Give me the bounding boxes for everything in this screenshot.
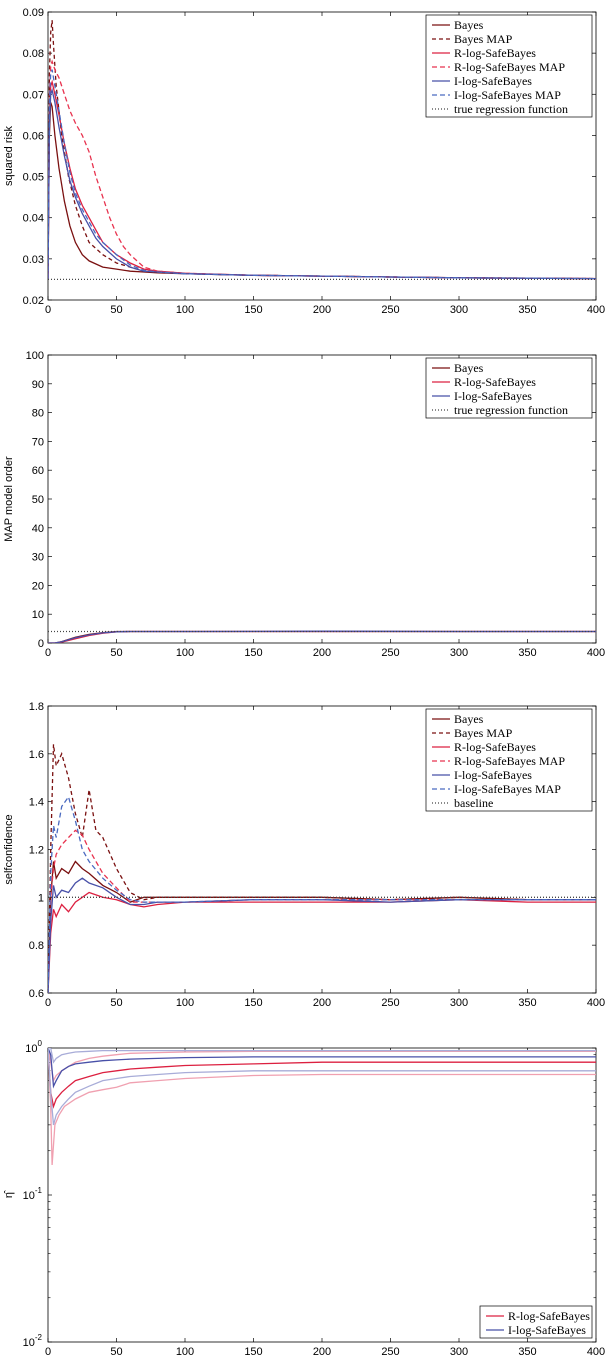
y-tick-label: 1 xyxy=(38,892,44,904)
y-tick-label: 1.6 xyxy=(29,749,44,761)
legend-label: I-log-SafeBayes xyxy=(454,389,532,403)
legend-label: Bayes xyxy=(454,361,484,375)
y-tick-label: 0.08 xyxy=(23,48,44,60)
x-tick-label: 250 xyxy=(381,304,399,316)
chart-panel-2: 0 50 100 150 200 250 300 350 400 0 10 20 30 40 50 60 70 8… xyxy=(3,350,605,659)
legend-label: R-log-SafeBayes xyxy=(454,46,536,60)
legend-label: true regression function xyxy=(454,403,568,417)
legend-label: I-log-SafeBayes xyxy=(454,74,532,88)
x-tick-label: 50 xyxy=(110,304,122,316)
y-tick-label: 100 xyxy=(26,350,44,362)
y-tick-label: 0.07 xyxy=(23,89,44,101)
x-tick-label: 50 xyxy=(110,1346,122,1356)
y-axis-label: η̂ xyxy=(3,1190,15,1198)
legend-label: Bayes MAP xyxy=(454,726,513,740)
y-tick-label: 0.06 xyxy=(23,130,44,142)
chart-panel-4: 0 50 100 150 200 250 300 350 400 10-2 10-1 100 η̂ R-l… xyxy=(3,1039,605,1356)
y-tick-label: 0.05 xyxy=(23,172,44,184)
x-tick-label: 0 xyxy=(45,304,51,316)
y-tick-label: 90 xyxy=(32,379,44,391)
x-tick-label: 0 xyxy=(45,997,51,1009)
legend-label: R-log-SafeBayes MAP xyxy=(454,60,565,74)
plot-area xyxy=(48,1048,596,1342)
legend-label: Bayes xyxy=(454,712,484,726)
x-tick-label: 250 xyxy=(381,997,399,1009)
x-tick-label: 100 xyxy=(176,304,194,316)
legend-label: Bayes xyxy=(454,18,484,32)
x-tick-label: 400 xyxy=(587,304,605,316)
x-tick-label: 350 xyxy=(518,647,536,659)
x-tick-label: 300 xyxy=(450,304,468,316)
x-tick-label: 300 xyxy=(450,1346,468,1356)
y-tick-label: 1.4 xyxy=(29,797,44,809)
y-tick-label: 20 xyxy=(32,580,44,592)
legend-label: baseline xyxy=(454,796,493,810)
legend-label: I-log-SafeBayes xyxy=(454,768,532,782)
y-tick-label: 0.8 xyxy=(29,940,44,952)
x-tick-label: 150 xyxy=(244,1346,262,1356)
y-tick-label: 40 xyxy=(32,523,44,535)
x-tick-label: 300 xyxy=(450,997,468,1009)
x-tick-label: 300 xyxy=(450,647,468,659)
legend-label: I-log-SafeBayes MAP xyxy=(454,88,561,102)
x-tick-label: 0 xyxy=(45,1346,51,1356)
y-tick-label: 0.09 xyxy=(23,7,44,19)
x-tick-label: 250 xyxy=(381,1346,399,1356)
y-tick-label: 0 xyxy=(38,638,44,650)
legend-label: I-log-SafeBayes xyxy=(508,1323,586,1337)
x-tick-label: 150 xyxy=(244,997,262,1009)
legend-label: I-log-SafeBayes MAP xyxy=(454,782,561,796)
x-tick-label: 400 xyxy=(587,647,605,659)
y-tick-label: 60 xyxy=(32,465,44,477)
x-tick-label: 200 xyxy=(313,304,331,316)
x-tick-label: 400 xyxy=(587,997,605,1009)
x-tick-label: 350 xyxy=(518,304,536,316)
x-tick-label: 350 xyxy=(518,997,536,1009)
x-tick-label: 200 xyxy=(313,997,331,1009)
y-axis-label: squared risk xyxy=(3,126,15,186)
legend-label: R-log-SafeBayes MAP xyxy=(454,754,565,768)
x-tick-label: 200 xyxy=(313,647,331,659)
y-axis-label: selfconfidence xyxy=(3,814,15,884)
legend-label: Bayes MAP xyxy=(454,32,513,46)
chart-panel-3: 0 50 100 150 200 250 300 350 400 0.6 0.8 1 1.2 1.4 1.6… xyxy=(3,701,605,1009)
x-tick-label: 100 xyxy=(176,997,194,1009)
legend-label: R-log-SafeBayes xyxy=(454,375,536,389)
x-tick-label: 150 xyxy=(244,647,262,659)
y-tick-label: 70 xyxy=(32,436,44,448)
chart-panel-1: 0 50 100 150 200 250 300 350 400 0.02 0.03 0.04 0.05… xyxy=(3,7,605,316)
x-tick-label: 150 xyxy=(244,304,262,316)
y-tick-label: 10 xyxy=(32,609,44,621)
x-tick-label: 100 xyxy=(176,1346,194,1356)
x-tick-label: 100 xyxy=(176,647,194,659)
y-tick-label: 30 xyxy=(32,552,44,564)
y-tick-label: 1.2 xyxy=(29,845,44,857)
legend-label: R-log-SafeBayes xyxy=(454,740,536,754)
x-tick-label: 50 xyxy=(110,997,122,1009)
y-tick-label: 10-2 xyxy=(23,1333,43,1349)
x-tick-label: 400 xyxy=(587,1346,605,1356)
y-tick-label: 10-1 xyxy=(23,1186,43,1202)
y-axis-label: MAP model order xyxy=(3,456,15,542)
x-tick-label: 50 xyxy=(110,647,122,659)
legend: BayesR-log-SafeBayesI-log-SafeBayestrue … xyxy=(426,358,592,418)
x-tick-label: 350 xyxy=(518,1346,536,1356)
legend-label: true regression function xyxy=(454,102,568,116)
legend-label: R-log-SafeBayes xyxy=(508,1309,590,1323)
y-tick-label: 0.02 xyxy=(23,295,44,307)
x-tick-label: 0 xyxy=(45,647,51,659)
y-tick-label: 0.6 xyxy=(29,988,44,1000)
y-tick-label: 0.03 xyxy=(23,254,44,266)
y-tick-label: 1.8 xyxy=(29,701,44,713)
x-tick-label: 200 xyxy=(313,1346,331,1356)
y-tick-label: 50 xyxy=(32,494,44,506)
y-tick-label: 80 xyxy=(32,408,44,420)
y-tick-label: 0.04 xyxy=(23,213,44,225)
y-tick-label: 100 xyxy=(25,1039,42,1055)
x-tick-label: 250 xyxy=(381,647,399,659)
